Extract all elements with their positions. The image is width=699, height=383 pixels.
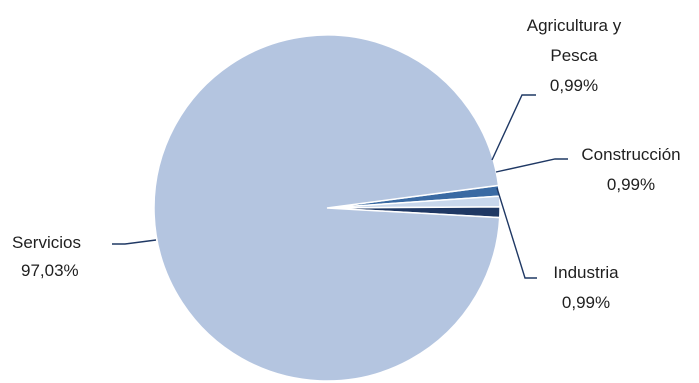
pie-slices xyxy=(153,34,501,382)
label-construccion-name: Construcción xyxy=(581,145,680,164)
leader-line-construccion xyxy=(495,158,568,173)
slice-servicios xyxy=(153,34,501,382)
label-servicios-value: 97,03% xyxy=(21,261,79,280)
leader-line-industria xyxy=(496,187,537,279)
label-agricultura-value: 0,99% xyxy=(550,76,598,95)
label-industria-value: 0,99% xyxy=(562,293,610,312)
label-servicios-name: Servicios xyxy=(12,233,81,252)
label-construccion-value: 0,99% xyxy=(607,175,655,194)
label-agricultura-line1: Agricultura y xyxy=(527,16,622,35)
label-agricultura-line2: Pesca xyxy=(550,46,598,65)
leader-line-agricultura xyxy=(491,94,536,161)
leader-line-servicios xyxy=(112,239,157,245)
label-industria-name: Industria xyxy=(553,263,619,282)
